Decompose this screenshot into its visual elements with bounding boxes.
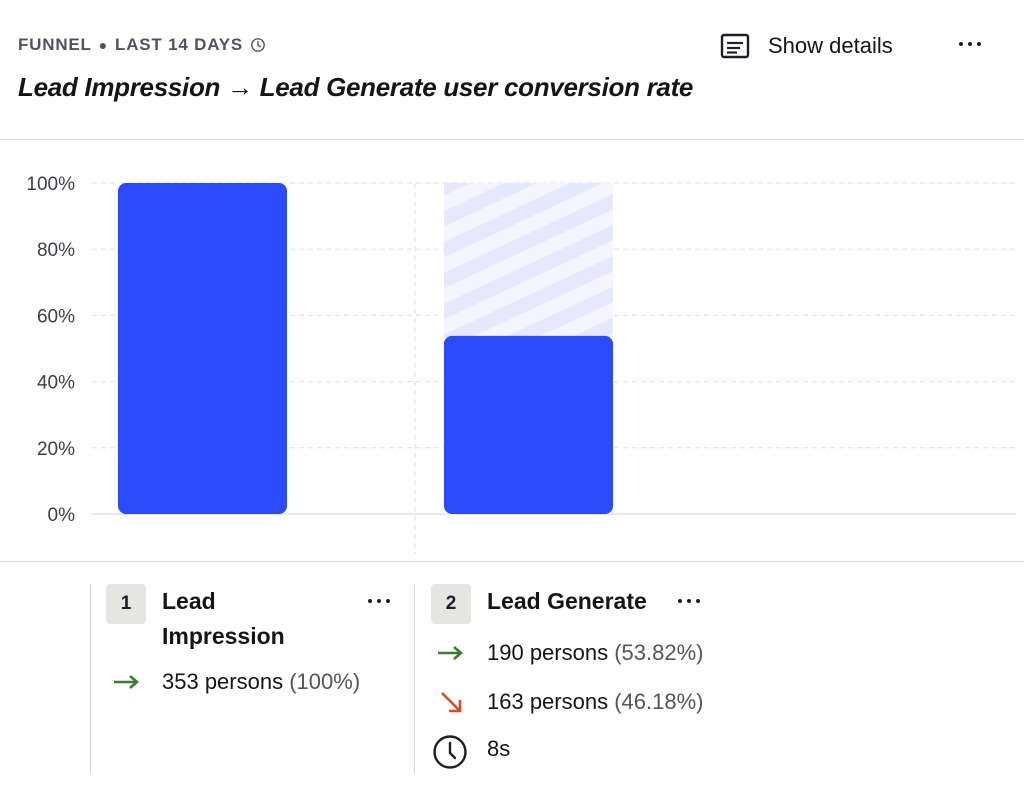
- chart-divider: [0, 561, 1024, 562]
- y-tick-label: 40%: [37, 373, 75, 394]
- more-icon: [959, 34, 981, 54]
- step-name: Lead Generate: [487, 588, 647, 614]
- y-tick-label: 20%: [37, 439, 75, 460]
- clock-icon: [251, 38, 265, 52]
- step-more-button[interactable]: [368, 591, 390, 611]
- dropped-percent: (46.18%): [614, 689, 704, 714]
- show-details-button[interactable]: Show details: [720, 30, 893, 62]
- y-tick-label: 100%: [26, 174, 75, 195]
- converted-count: 353 persons: [162, 669, 284, 694]
- arrow-down-right-icon: [441, 692, 462, 713]
- converted-count: 190 persons: [487, 640, 609, 665]
- step-divider: [90, 584, 91, 774]
- conversion-bar[interactable]: [444, 335, 613, 514]
- y-tick-label: 60%: [37, 306, 75, 327]
- funnel-chart: 0% 20% 40% 60% 80% 100%: [26, 174, 1016, 554]
- conversion-bar[interactable]: [118, 183, 287, 514]
- y-tick-label: 0%: [48, 505, 76, 526]
- insight-title: Lead Impression → Lead Generate user con…: [18, 72, 694, 102]
- insight-meta: FUNNEL ● LAST 14 DAYS: [18, 35, 266, 55]
- show-details-label: Show details: [768, 33, 893, 58]
- y-tick-label: 80%: [37, 240, 75, 261]
- funnel-steps: 1 Lead Impression 353 persons (100%) 2 L…: [0, 562, 1024, 805]
- step-converted: 190 persons (53.82%): [487, 640, 704, 666]
- converted-percent: (53.82%): [614, 640, 704, 665]
- step-divider: [414, 584, 415, 774]
- converted-percent: (100%): [289, 669, 361, 694]
- step-converted: 353 persons (100%): [162, 669, 360, 695]
- step-dropped: 163 persons (46.18%): [487, 689, 704, 715]
- arrow-right-icon: [114, 675, 139, 689]
- step-more-button[interactable]: [678, 591, 700, 611]
- insight-type: FUNNEL: [18, 35, 92, 54]
- more-options-button[interactable]: [952, 30, 988, 58]
- step-number-badge: 1: [106, 584, 146, 624]
- step-name: Lead Impression: [162, 584, 285, 654]
- separator-dot: ●: [98, 37, 109, 53]
- details-icon: [720, 33, 750, 59]
- step-name-line: Lead: [162, 588, 216, 614]
- insight-header: FUNNEL ● LAST 14 DAYS Lead Impression → …: [0, 0, 1024, 140]
- date-range: LAST 14 DAYS: [115, 35, 244, 54]
- header-divider: [0, 139, 1024, 140]
- step-number-badge: 2: [431, 584, 471, 624]
- dropped-count: 163 persons: [487, 689, 609, 714]
- clock-icon: [433, 735, 467, 769]
- step-name-line: Impression: [162, 623, 285, 649]
- step-time: 8s: [487, 736, 511, 761]
- arrow-right-icon: [438, 646, 463, 660]
